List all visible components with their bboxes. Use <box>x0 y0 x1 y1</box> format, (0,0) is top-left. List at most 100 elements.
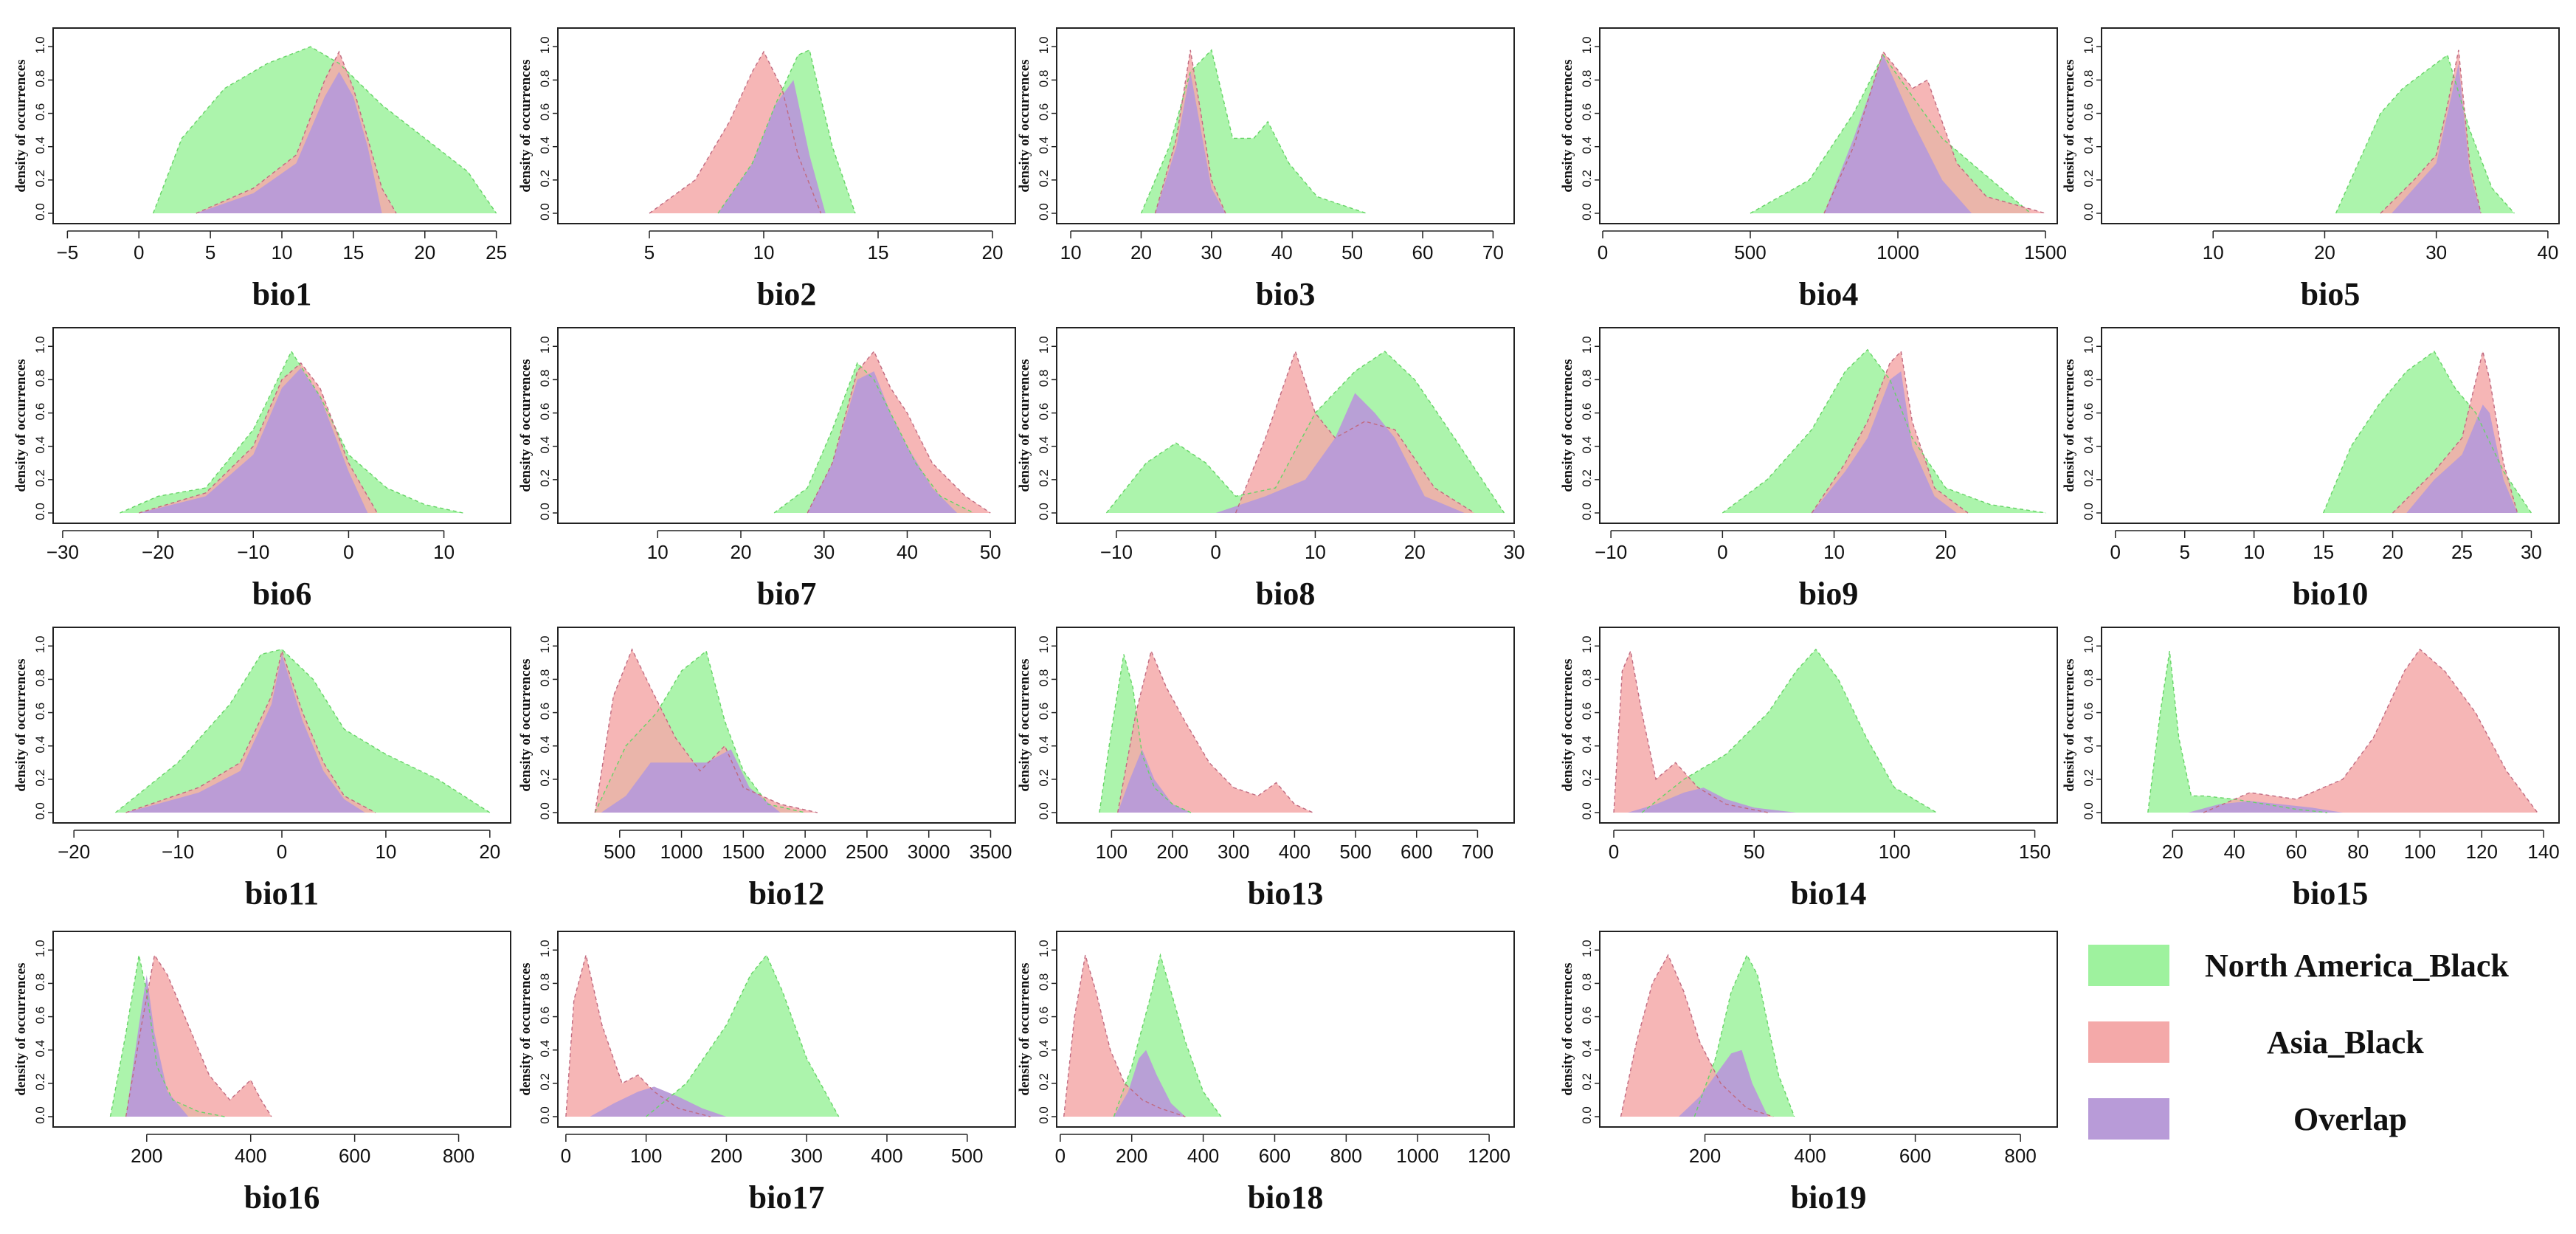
x-tick-label: 0 <box>1210 541 1220 563</box>
x-tick-label: 15 <box>342 241 364 263</box>
x-tick-label: −10 <box>1100 541 1133 563</box>
panel-bio17: 0.0 0.2 0.4 0.6 0.8 1.0 density of occurrences… <box>518 931 1016 1216</box>
y-tick-label: 0.2 <box>33 1073 47 1091</box>
x-tick-label: 1000 <box>1876 241 1919 263</box>
area-overlap <box>1678 1049 1769 1117</box>
y-tick-label: 0.2 <box>33 469 47 487</box>
density-line <box>152 46 497 214</box>
x-tick-label: 20 <box>2162 841 2183 863</box>
x-tick-label: 30 <box>1201 241 1222 263</box>
x-tick-label: 20 <box>1130 241 1152 263</box>
panel-title: bio11 <box>245 875 319 911</box>
y-tick-label: 0.0 <box>33 503 47 520</box>
panel-bio1: 0.0 0.2 0.4 0.6 0.8 1.0 density of occurrences… <box>13 27 511 312</box>
y-tick-label: 0.8 <box>1037 370 1051 387</box>
y-tick-label: 0.2 <box>33 769 47 787</box>
x-tick-label: 400 <box>1279 841 1311 863</box>
y-tick-label: 0.6 <box>1037 103 1051 121</box>
area-asia <box>565 955 711 1117</box>
x-tick-label: 15 <box>868 241 889 263</box>
area-overlap <box>1812 371 1957 513</box>
y-tick-label: 0.0 <box>1037 503 1051 520</box>
y-tick-label: 0.4 <box>2082 736 2096 754</box>
y-tick-label: 1.0 <box>538 940 552 957</box>
density-line <box>139 362 378 514</box>
x-tick-label: 100 <box>1879 841 1910 863</box>
area-overlap <box>2392 63 2482 214</box>
x-tick-label: 120 <box>2466 841 2498 863</box>
x-tick-label: 600 <box>339 1145 370 1167</box>
x-tick-label: 1500 <box>2024 241 2067 263</box>
density-line <box>120 350 463 514</box>
x-tick-label: 2000 <box>784 841 826 863</box>
y-tick-label: 0.4 <box>2082 436 2096 454</box>
y-tick-label: 0.0 <box>2082 802 2096 820</box>
y-tick-label: 0.4 <box>538 436 552 454</box>
density-line <box>594 648 818 813</box>
y-tick-label: 0.0 <box>1037 1106 1051 1124</box>
x-tick-label: 0 <box>1609 841 1619 863</box>
y-tick-label: 1.0 <box>2082 336 2096 354</box>
x-tick-label: 10 <box>647 541 669 563</box>
area-overlap <box>1155 72 1226 213</box>
area-asia <box>1614 651 1769 813</box>
area-overlap <box>125 654 365 813</box>
y-tick-label: 1.0 <box>1580 336 1594 354</box>
x-tick-label: 10 <box>1305 541 1326 563</box>
panel-title: bio19 <box>1791 1179 1867 1216</box>
y-tick-label: 0.6 <box>2082 403 2096 421</box>
x-tick-label: 30 <box>1504 541 1525 563</box>
y-tick-label: 0.8 <box>1580 370 1594 387</box>
y-axis-label: density of occurrences <box>2062 59 2077 192</box>
y-tick-label: 0.4 <box>33 436 47 454</box>
y-tick-label: 0.6 <box>33 103 47 121</box>
x-tick-label: 500 <box>604 841 635 863</box>
y-tick-label: 0.2 <box>2082 469 2096 487</box>
panel-title: bio10 <box>2293 576 2369 612</box>
y-tick-label: 0.2 <box>1580 1073 1594 1091</box>
y-tick-label: 1.0 <box>1037 940 1051 957</box>
x-tick-label: −20 <box>58 841 90 863</box>
y-axis-label: density of occurrences <box>1017 59 1032 192</box>
x-tick-label: 10 <box>1060 241 1082 263</box>
panel-title: bio3 <box>1256 276 1316 312</box>
panel-bio5: 0.0 0.2 0.4 0.6 0.8 1.0 density of occurrences… <box>2062 27 2560 312</box>
panel-bio4: 0.0 0.2 0.4 0.6 0.8 1.0 density of occurrences… <box>1560 27 2067 312</box>
y-tick-label: 0.8 <box>1037 70 1051 88</box>
y-tick-label: 0.0 <box>538 1106 552 1124</box>
panel-bio16: 0.0 0.2 0.4 0.6 0.8 1.0 density of occurrences… <box>13 931 511 1216</box>
x-tick-label: 10 <box>433 541 455 563</box>
density-line <box>2203 648 2538 813</box>
legend-swatch-north-america <box>2088 945 2169 986</box>
y-tick-label: 0.0 <box>1580 1106 1594 1124</box>
panel-bio13: 0.0 0.2 0.4 0.6 0.8 1.0 density of occurrences… <box>1017 627 1515 911</box>
area-north-america <box>2147 651 2327 813</box>
legend-label-overlap: Overlap <box>2293 1101 2407 1137</box>
panel-title: bio8 <box>1256 576 1316 612</box>
x-tick-label: 10 <box>2243 541 2265 563</box>
y-tick-label: 0.0 <box>33 802 47 820</box>
x-tick-label: 50 <box>980 541 1001 563</box>
y-tick-label: 0.6 <box>1037 403 1051 421</box>
y-tick-label: 0.6 <box>538 103 552 121</box>
x-tick-label: 1500 <box>722 841 764 863</box>
x-tick-label: 10 <box>753 241 775 263</box>
x-tick-label: 0 <box>277 841 287 863</box>
y-tick-label: 0.6 <box>538 403 552 421</box>
x-tick-label: 30 <box>813 541 835 563</box>
density-line <box>1063 954 1186 1117</box>
y-tick-label: 0.8 <box>33 70 47 88</box>
density-line <box>1722 348 2047 514</box>
y-tick-label: 0.6 <box>1037 1007 1051 1024</box>
y-tick-label: 0.4 <box>1580 736 1594 754</box>
y-tick-label: 1.0 <box>33 336 47 354</box>
x-tick-label: 0 <box>1717 541 1727 563</box>
panel-bio7: 0.0 0.2 0.4 0.6 0.8 1.0 density of occurrences… <box>518 327 1016 612</box>
density-line <box>125 649 376 813</box>
area-overlap <box>2188 801 2343 813</box>
panel-title: bio18 <box>1248 1179 1324 1216</box>
x-tick-label: 100 <box>630 1145 662 1167</box>
panel-bio12: 0.0 0.2 0.4 0.6 0.8 1.0 density of occurrences… <box>518 627 1016 911</box>
density-line <box>1693 954 1795 1117</box>
